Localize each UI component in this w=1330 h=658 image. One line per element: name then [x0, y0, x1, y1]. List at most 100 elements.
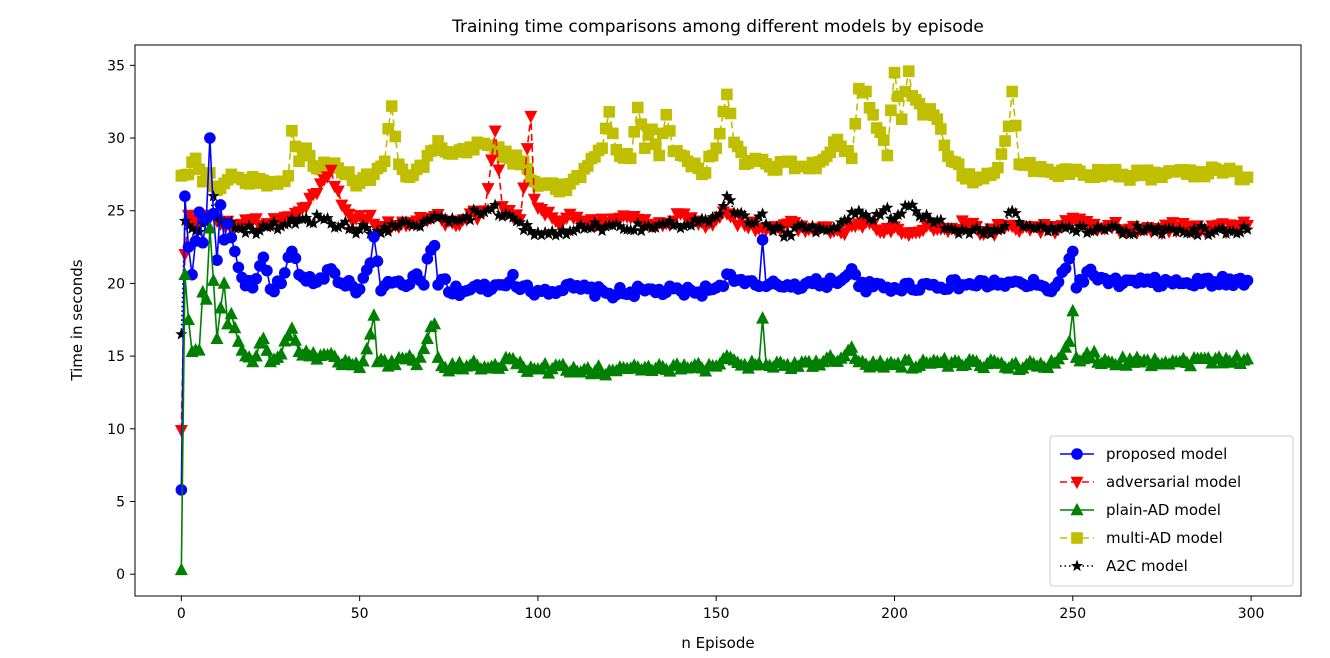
data-point — [239, 226, 252, 239]
data-point — [231, 334, 245, 347]
data-point — [175, 484, 188, 496]
data-point — [538, 356, 552, 370]
y-tick-label: 15 — [107, 349, 125, 365]
data-point — [360, 221, 373, 234]
data-point — [628, 126, 641, 138]
data-point — [1009, 206, 1022, 219]
data-point — [413, 350, 427, 363]
data-point — [232, 261, 245, 274]
data-point — [888, 66, 901, 79]
legend-label: multi-AD model — [1106, 529, 1223, 547]
data-point — [1062, 334, 1076, 347]
data-point — [182, 168, 195, 181]
data-point — [520, 143, 534, 156]
data-point — [178, 267, 192, 281]
y-tick-label: 35 — [107, 58, 125, 74]
data-point — [931, 113, 944, 125]
data-point — [286, 124, 298, 137]
data-point — [1241, 223, 1254, 235]
data-point — [495, 358, 509, 371]
data-point — [192, 343, 206, 356]
data-point — [221, 316, 235, 330]
data-point — [521, 163, 534, 175]
data-point — [824, 146, 837, 159]
chart-title: Training time comparisons among differen… — [451, 17, 984, 37]
data-point — [699, 167, 712, 179]
data-point — [261, 264, 273, 277]
data-point — [492, 164, 506, 177]
y-tick-label: 10 — [107, 422, 125, 438]
data-point — [214, 199, 227, 211]
data-point — [268, 285, 280, 298]
data-point — [1070, 476, 1084, 490]
data-point — [264, 220, 277, 232]
y-tick-label: 25 — [107, 204, 125, 220]
data-point — [1184, 227, 1197, 239]
data-point — [1059, 262, 1072, 275]
data-point — [300, 211, 313, 224]
data-point — [1070, 502, 1084, 516]
data-point — [845, 152, 858, 165]
data-point — [1130, 219, 1144, 231]
legend-item: proposed model — [1060, 445, 1227, 463]
data-point — [653, 149, 665, 162]
data-point — [624, 152, 637, 165]
data-point — [524, 110, 538, 124]
data-point — [995, 148, 1008, 160]
data-point — [998, 219, 1012, 232]
data-point — [906, 198, 919, 210]
data-point — [717, 280, 730, 293]
data-point — [229, 245, 241, 258]
data-point — [1009, 119, 1022, 132]
data-point — [992, 161, 1004, 174]
series-proposed-model — [175, 132, 1254, 496]
data-point — [289, 252, 302, 265]
data-point — [189, 152, 202, 165]
data-point — [193, 206, 205, 218]
data-point — [756, 311, 770, 324]
data-point — [1077, 276, 1090, 288]
data-point — [874, 208, 887, 221]
data-point — [489, 198, 502, 211]
data-point — [713, 127, 726, 140]
data-point — [895, 207, 908, 219]
legend-label: A2C model — [1106, 557, 1188, 575]
data-point — [199, 292, 213, 305]
data-point — [1241, 351, 1255, 365]
data-point — [1071, 448, 1083, 460]
data-point — [1066, 303, 1080, 317]
data-point — [217, 276, 231, 289]
data-point — [250, 272, 263, 285]
data-point — [1113, 222, 1126, 235]
legend-item: A2C model — [1060, 557, 1188, 575]
data-point — [881, 201, 894, 213]
data-point — [710, 142, 723, 155]
data-point — [299, 201, 313, 215]
data-point — [909, 204, 922, 217]
data-point — [663, 214, 676, 227]
data-point — [382, 122, 394, 135]
data-point — [713, 207, 726, 220]
data-point — [849, 268, 862, 281]
x-tick-label: 50 — [351, 606, 369, 622]
data-point — [631, 217, 644, 229]
data-point — [635, 118, 648, 130]
data-point — [588, 216, 602, 228]
data-point — [249, 213, 263, 226]
data-point — [367, 308, 381, 321]
data-point — [1234, 226, 1247, 238]
data-point — [1066, 245, 1079, 258]
data-point — [1191, 228, 1204, 241]
data-point — [660, 108, 673, 121]
x-axis: 0 50 100 150 200 250 300 — [177, 596, 1264, 622]
data-point — [388, 357, 402, 371]
data-point — [1183, 358, 1197, 372]
data-point — [527, 193, 541, 207]
data-point — [428, 316, 442, 330]
data-point — [935, 123, 947, 135]
data-point — [346, 222, 359, 234]
data-point — [1052, 276, 1065, 288]
data-point — [275, 277, 287, 290]
data-point — [179, 190, 191, 202]
x-tick-label: 150 — [703, 606, 730, 622]
